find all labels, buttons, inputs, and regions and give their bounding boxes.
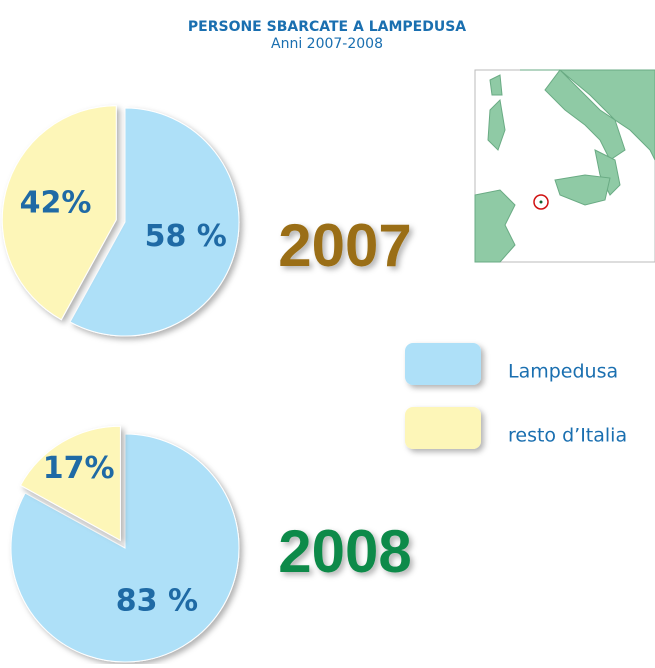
legend-label: Lampedusa [508, 361, 618, 383]
legend-swatch [405, 343, 481, 385]
year-label: 2007 [278, 212, 411, 279]
map [474, 69, 655, 263]
map-sardinia [487, 74, 506, 151]
legend-swatch [405, 407, 481, 449]
title: PERSONE SBARCATE A LAMPEDUSA [188, 19, 466, 35]
year-label: 2008 [278, 518, 411, 585]
map-sicily [554, 174, 611, 206]
map-tunisia [474, 189, 516, 263]
data-label: 17% [43, 451, 115, 486]
data-label: 58 % [145, 219, 227, 254]
pie-slice [19, 425, 121, 542]
pie-slice [1, 105, 117, 321]
map-land [594, 149, 621, 196]
pie-slice [10, 433, 240, 663]
map-marker [533, 194, 549, 210]
map-land [520, 69, 655, 161]
legend-label: resto d’Italia [508, 425, 627, 447]
data-label: 83 % [116, 583, 198, 618]
data-label: 42% [20, 186, 92, 221]
subtitle: Anni 2007-2008 [271, 36, 383, 52]
pie-slice [69, 107, 240, 337]
map-island [539, 200, 543, 204]
